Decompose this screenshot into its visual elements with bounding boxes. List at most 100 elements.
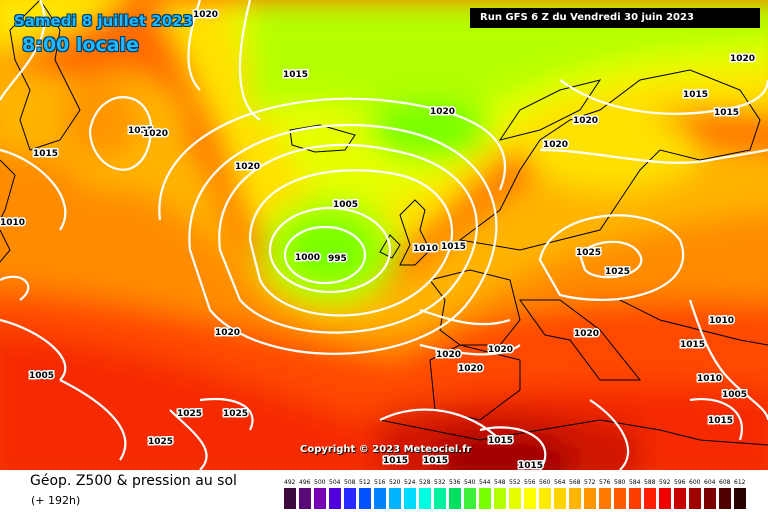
legend-tick-label: 596 — [674, 479, 686, 486]
isobar-label: 1020 — [215, 328, 240, 338]
isobar-label: 1020 — [574, 329, 599, 339]
legend-swatch — [569, 488, 581, 509]
isobar-label: 1015 — [518, 461, 543, 470]
isobar-label: 1020 — [430, 107, 455, 117]
isobar-label: 1010 — [413, 244, 438, 254]
legend-tick-label: 608 — [719, 479, 731, 486]
legend-tick-label: 612 — [734, 479, 746, 486]
legend-tick-label: 508 — [344, 479, 356, 486]
isobar-labels: 1020 1015 1025 1020 1015 1020 1010 1020 … — [0, 9, 757, 471]
legend-tick-label: 588 — [644, 479, 656, 486]
isobar-label: 1020 — [436, 350, 461, 360]
isobar-label: 1020 — [730, 54, 755, 64]
legend-swatch — [449, 488, 461, 509]
isobar-label: 1015 — [441, 242, 466, 252]
isobar-label: 1015 — [708, 416, 733, 426]
legend-tick-label: 540 — [464, 479, 476, 486]
isobar-label: 1010 — [709, 316, 734, 326]
legend-swatch — [299, 488, 311, 509]
isobar-label: 1005 — [333, 200, 358, 210]
legend-tick-label: 600 — [689, 479, 701, 486]
legend-tick-label: 576 — [599, 479, 611, 486]
legend-swatch — [659, 488, 671, 509]
legend-tick-label: 536 — [449, 479, 461, 486]
isobar-label: 1010 — [697, 374, 722, 384]
legend-tick-label: 512 — [359, 479, 371, 486]
legend-tick-label: 580 — [614, 479, 626, 486]
legend-swatch — [329, 488, 341, 509]
legend-swatch — [374, 488, 386, 509]
legend-tick-label: 552 — [509, 479, 521, 486]
isobar-label: 1020 — [543, 140, 568, 150]
forecast-date: Samedi 8 juillet 2023 — [14, 12, 194, 30]
legend-swatch — [689, 488, 701, 509]
model-run-banner: Run GFS 6 Z du Vendredi 30 juin 2023 — [470, 8, 760, 28]
legend-swatch — [434, 488, 446, 509]
legend-swatch — [284, 488, 296, 509]
map-canvas: 1020 1015 1025 1020 1015 1020 1010 1020 … — [0, 0, 768, 470]
legend-tick-label: 556 — [524, 479, 536, 486]
isobar-label: 1000 — [295, 253, 320, 263]
legend-swatch — [614, 488, 626, 509]
isobar-label: 1025 — [177, 409, 202, 419]
isobars — [0, 0, 768, 470]
legend-swatch — [539, 488, 551, 509]
geopotential-field: 1020 1015 1025 1020 1015 1020 1010 1020 … — [0, 0, 768, 470]
weather-map: 1020 1015 1025 1020 1015 1020 1010 1020 … — [0, 0, 768, 470]
legend-swatch — [404, 488, 416, 509]
isobar-label: 1015 — [714, 108, 739, 118]
legend-tick-label: 492 — [284, 479, 296, 486]
isobar-label: 1005 — [722, 390, 747, 400]
isobar-label: 1015 — [383, 456, 408, 466]
legend-swatch — [359, 488, 371, 509]
isobar-label: 1005 — [29, 371, 54, 381]
legend-swatch — [344, 488, 356, 509]
legend-swatch — [599, 488, 611, 509]
isobar-label: 1020 — [193, 10, 218, 20]
legend-tick-label: 572 — [584, 479, 596, 486]
forecast-hours: (+ 192h) — [31, 494, 81, 507]
legend-swatch — [704, 488, 716, 509]
isobar-label: 1015 — [423, 456, 448, 466]
isobar-label: 1020 — [488, 345, 513, 355]
legend-tick-label: 500 — [314, 479, 326, 486]
product-title: Géop. Z500 & pression au sol — [30, 473, 237, 489]
legend-tick-label: 504 — [329, 479, 341, 486]
isobar-label: 1025 — [148, 437, 173, 447]
isobar-label: 1020 — [458, 364, 483, 374]
legend-tick-label: 532 — [434, 479, 446, 486]
isobar-label: 1020 — [143, 129, 168, 139]
legend-tick-label: 544 — [479, 479, 491, 486]
isobar-label: 1025 — [223, 409, 248, 419]
coastlines — [0, 0, 768, 446]
legend-swatch — [674, 488, 686, 509]
legend-tick-label: 604 — [704, 479, 716, 486]
legend-swatch — [479, 488, 491, 509]
legend-swatch — [314, 488, 326, 509]
legend-tick-label: 528 — [419, 479, 431, 486]
copyright-notice: Copyright © 2023 Meteociel.fr — [300, 444, 472, 455]
isobar-label: 1025 — [128, 126, 153, 136]
legend-tick-label: 520 — [389, 479, 401, 486]
isobar-label: 1015 — [283, 70, 308, 80]
legend-swatch — [464, 488, 476, 509]
legend-swatch — [554, 488, 566, 509]
isobar-label: 1015 — [680, 340, 705, 350]
color-scale-legend: 492 496 500 504 508 512 516 520 524 528 532 536 540 5… — [284, 479, 754, 509]
legend-tick-label: 548 — [494, 479, 506, 486]
legend-tick-label: 496 — [299, 479, 311, 486]
legend-swatch — [734, 488, 746, 509]
legend-tick-label: 568 — [569, 479, 581, 486]
legend-swatch — [389, 488, 401, 509]
isobar-label: 1020 — [573, 116, 598, 126]
legend-swatch — [644, 488, 656, 509]
isobar-label: 1015 — [33, 149, 58, 159]
isobar-label: 1025 — [576, 248, 601, 258]
legend-swatch — [419, 488, 431, 509]
isobar-label: 1020 — [235, 162, 260, 172]
isobar-label: 1025 — [605, 267, 630, 277]
legend-tick-label: 516 — [374, 479, 386, 486]
legend-tick-label: 584 — [629, 479, 641, 486]
legend-tick-label: 560 — [539, 479, 551, 486]
isobar-label: 1015 — [488, 436, 513, 446]
